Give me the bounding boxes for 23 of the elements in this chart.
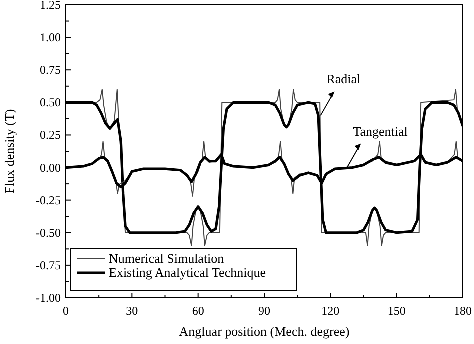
x-tick-label: 30: [126, 304, 138, 318]
x-tick-label: 60: [192, 304, 204, 318]
y-tick-label: 0.50: [40, 96, 61, 110]
x-tick-label: 150: [388, 304, 406, 318]
annotation: Radial: [326, 72, 362, 87]
x-tick-label: 180: [454, 304, 472, 318]
y-tick-label: -0.50: [36, 226, 61, 240]
legend-label: Numerical Simulation: [109, 251, 225, 266]
y-tick-label: 1.25: [40, 0, 61, 12]
y-tick-label: 0.75: [40, 63, 61, 78]
annotation: Tangential: [353, 124, 408, 139]
x-tick-label: 0: [63, 304, 69, 318]
y-tick-label: 1.00: [40, 30, 61, 45]
x-tick-label: 120: [322, 304, 340, 318]
x-tick-label: 90: [258, 304, 270, 318]
legend-label: Existing Analytical Technique: [109, 265, 266, 280]
y-tick-label: -0.75: [36, 258, 61, 272]
x-axis-title: Angluar position (Mech. degree): [179, 324, 350, 339]
y-tick-label: -0.25: [36, 193, 61, 208]
y-tick-label: -1.00: [36, 291, 61, 305]
y-tick-label: 0.25: [40, 128, 61, 142]
y-axis-title: Flux density (T): [2, 109, 17, 194]
y-tick-label: 0.00: [40, 160, 61, 175]
